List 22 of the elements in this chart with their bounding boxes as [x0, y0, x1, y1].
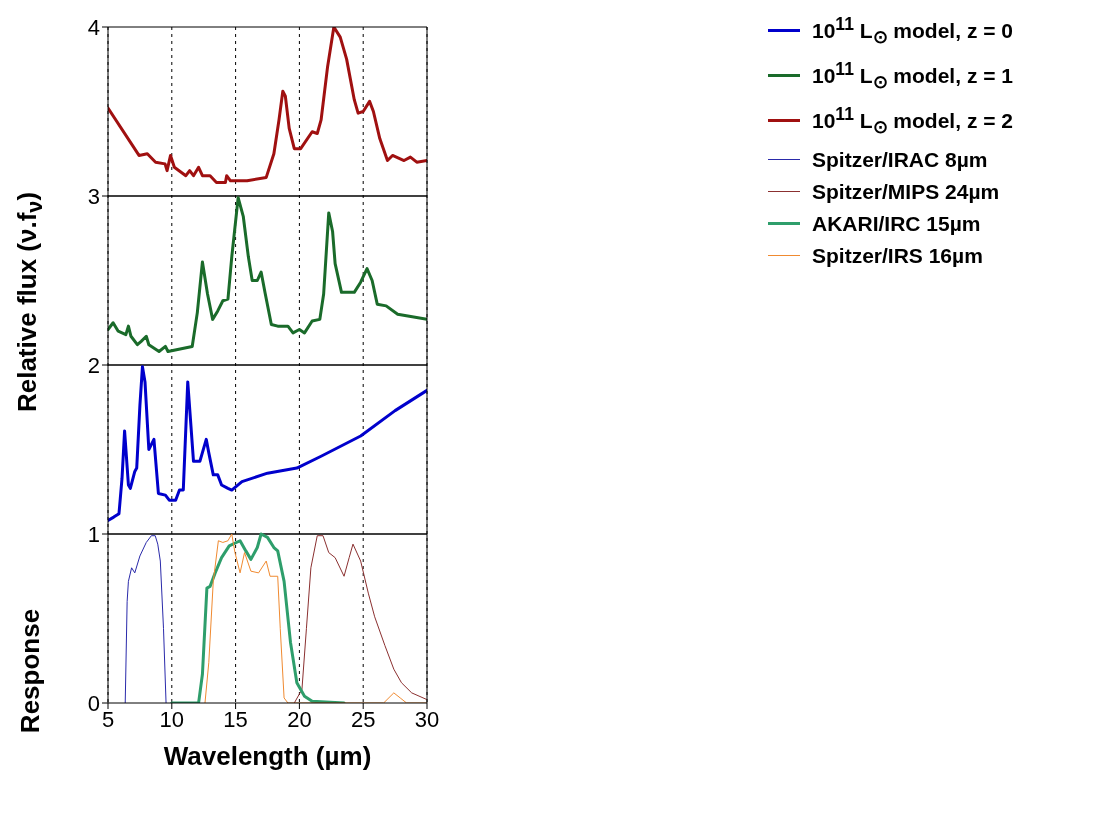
- legend-label: AKARI/IRC 15µm: [812, 210, 981, 237]
- legend-label: Spitzer/MIPS 24µm: [812, 178, 1000, 205]
- legend-label: 10$^{11}$ L$_{⊙}$ model, z = 1: [812, 58, 1013, 95]
- x-tick-label: 15: [223, 706, 248, 732]
- x-tick-label: 25: [350, 706, 376, 732]
- y-tick-label: 0: [87, 690, 100, 716]
- x-tick-label: 10: [159, 706, 185, 732]
- y-tick-label: 1: [87, 521, 100, 547]
- x-tick-label: 5: [101, 706, 115, 732]
- legend-label: 10$^{11}$ L$_{⊙}$ model, z = 2: [812, 103, 1013, 140]
- y-tick-label: 3: [87, 183, 100, 209]
- legend-label: Spitzer/IRAC 8µm: [812, 146, 988, 173]
- legend-label: 10$^{11}$ L$_{⊙}$ model, z = 0: [812, 13, 1013, 50]
- line-series: [293, 535, 427, 703]
- x-axis-title: Wavelength (µm): [163, 741, 372, 771]
- line-series: [124, 535, 167, 703]
- y-tick-label: 4: [87, 14, 100, 40]
- x-tick-label: 20: [287, 706, 312, 732]
- legend-label: Spitzer/IRS 16µm: [812, 242, 983, 269]
- x-tick-label: 30: [414, 706, 440, 732]
- y-tick-label: 2: [87, 352, 100, 378]
- text: Response: [14, 608, 46, 734]
